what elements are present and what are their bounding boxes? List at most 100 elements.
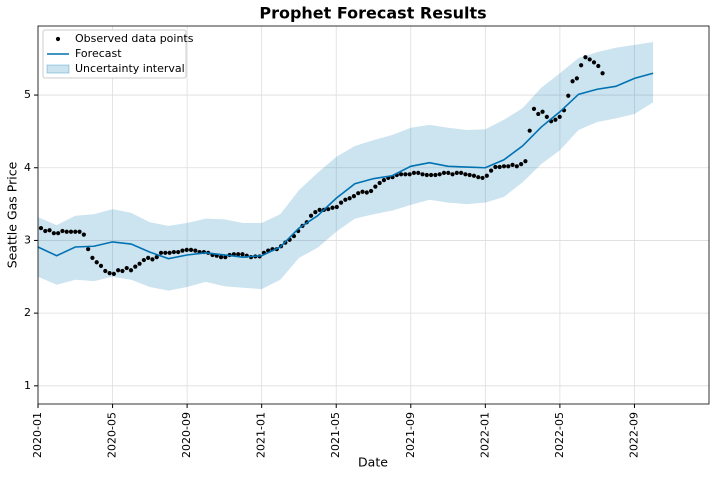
observed-point	[596, 63, 601, 69]
observed-point	[313, 209, 318, 215]
observed-point	[519, 162, 524, 167]
y-tick-label: 2	[24, 306, 31, 319]
observed-point	[579, 63, 584, 68]
x-tick-label: 2021-01	[255, 412, 268, 458]
observed-point	[450, 172, 455, 177]
observed-point	[544, 114, 549, 119]
observed-point	[583, 55, 588, 60]
observed-point	[566, 93, 571, 98]
observed-point	[381, 178, 387, 183]
observed-point	[60, 228, 65, 234]
observed-point	[446, 170, 451, 175]
observed-point	[116, 268, 121, 273]
observed-point	[73, 229, 78, 234]
observed-point	[94, 260, 99, 265]
observed-point	[107, 271, 112, 276]
observed-point	[90, 255, 95, 260]
observed-point	[437, 172, 442, 177]
x-tick-label: 2021-05	[329, 412, 342, 458]
observed-point	[407, 172, 412, 177]
observed-point	[98, 263, 104, 268]
observed-point	[441, 170, 447, 175]
observed-point	[77, 229, 82, 234]
observed-point	[377, 180, 382, 186]
observed-point	[68, 229, 74, 234]
observed-point	[64, 229, 69, 234]
observed-point	[38, 225, 44, 231]
x-tick-label: 2020-01	[31, 412, 44, 458]
observed-point	[150, 257, 155, 262]
observed-point	[403, 172, 408, 177]
x-tick-label: 2020-09	[180, 412, 193, 458]
plot-frame	[37, 25, 710, 405]
observed-point	[141, 257, 146, 263]
observed-point	[540, 109, 545, 114]
observed-point	[484, 173, 489, 178]
observed-point	[111, 271, 116, 276]
uncertainty-band	[38, 41, 654, 291]
observed-point	[343, 197, 348, 202]
observed-point	[471, 173, 477, 178]
observed-point	[476, 175, 481, 180]
legend-label: Uncertainty interval	[75, 62, 185, 75]
observed-point	[223, 255, 228, 260]
observed-point	[416, 170, 421, 175]
observed-point	[514, 164, 519, 169]
observed-point	[531, 106, 537, 111]
observed-point	[81, 232, 86, 237]
observed-point	[163, 250, 168, 255]
observed-point	[570, 79, 575, 84]
observed-point	[480, 175, 485, 181]
observed-point	[43, 228, 48, 234]
observed-point	[497, 164, 502, 170]
observed-point	[193, 248, 198, 253]
observed-point	[510, 162, 515, 167]
observed-point	[364, 190, 369, 195]
observed-point	[467, 172, 472, 178]
observed-point	[587, 57, 592, 62]
observed-point	[330, 205, 335, 210]
x-tick-label: 2022-05	[553, 412, 566, 458]
observed-point	[501, 164, 507, 169]
observed-point	[180, 248, 185, 253]
observed-point	[47, 228, 52, 233]
legend-label: Forecast	[75, 47, 122, 60]
forecast-line	[37, 72, 654, 260]
y-tick-label: 1	[24, 379, 31, 392]
observed-point	[356, 191, 361, 196]
x-tick-label: 2020-05	[106, 412, 119, 458]
observed-point	[240, 252, 245, 257]
chart-title: Prophet Forecast Results	[259, 4, 486, 23]
legend-label: Observed data points	[75, 32, 194, 45]
observed-point	[188, 247, 194, 252]
observed-point	[128, 268, 134, 273]
observed-point	[338, 200, 344, 205]
x-tick-label: 2021-09	[404, 412, 417, 458]
x-axis-label: Date	[358, 455, 388, 470]
y-axis-label: Seattle Gas Price	[5, 161, 20, 268]
observed-point	[86, 247, 91, 252]
observed-point	[137, 261, 142, 266]
observed-point	[557, 114, 562, 119]
legend-marker	[46, 64, 70, 74]
observed-point	[351, 194, 357, 199]
observed-point	[536, 111, 541, 117]
observed-point	[158, 250, 164, 255]
observed-point	[493, 164, 498, 170]
observed-point	[398, 172, 404, 177]
observed-point	[433, 172, 438, 178]
observed-point	[167, 250, 172, 255]
observed-point	[574, 76, 579, 81]
observed-point	[308, 213, 314, 218]
legend-marker	[55, 36, 61, 42]
y-tick-label: 5	[24, 88, 31, 101]
x-tick-label: 2022-09	[627, 412, 640, 458]
observed-point	[218, 255, 224, 260]
observed-point	[317, 207, 322, 213]
observed-point	[454, 170, 459, 175]
observed-point	[184, 247, 189, 252]
observed-point	[120, 268, 125, 274]
observed-point	[523, 159, 528, 164]
